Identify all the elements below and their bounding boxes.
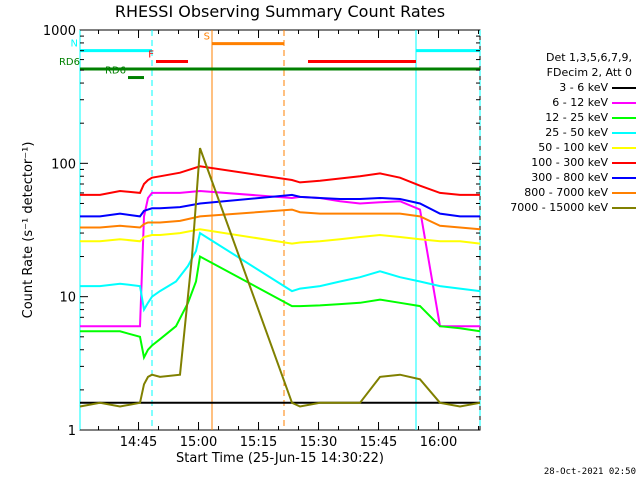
series-line-7 — [80, 208, 481, 231]
x-tick-label-2: 15:15 — [240, 435, 277, 450]
legend-entry: 6 - 12 keV — [484, 95, 638, 110]
y-axis-label: Count Rate (s⁻¹ detector⁻¹) — [21, 142, 36, 319]
legend-label: 25 - 50 keV — [545, 126, 608, 139]
flag-label-2: S — [204, 32, 210, 43]
legend: Det 1,3,5,6,7,9, FDecim 2, Att 0 3 - 6 k… — [484, 50, 638, 215]
series-line-4 — [80, 228, 481, 245]
legend-entry: 800 - 7000 keV — [484, 185, 638, 200]
legend-entry: 25 - 50 keV — [484, 125, 638, 140]
legend-entry: 3 - 6 keV — [484, 80, 638, 95]
legend-swatch — [612, 102, 636, 104]
legend-label: 12 - 25 keV — [545, 111, 608, 124]
x-tick-label-0: 14:45 — [120, 435, 157, 450]
timestamp: 28-Oct-2021 02:50 — [543, 467, 636, 477]
y-tick-label-0: 1 — [68, 424, 76, 439]
flag-label-3: RD6 — [59, 57, 80, 68]
legend-entry: 12 - 25 keV — [484, 110, 638, 125]
legend-swatch — [612, 147, 636, 149]
series-line-3 — [80, 231, 481, 313]
flag-label-1: F — [148, 50, 154, 61]
y-tick-label-2: 100 — [51, 157, 76, 172]
flag-label-0: N — [71, 39, 78, 50]
legend-swatch — [612, 162, 636, 164]
x-tick-label-3: 15:30 — [300, 435, 337, 450]
series-line-5 — [80, 165, 480, 196]
x-tick-label-1: 15:00 — [180, 435, 217, 450]
legend-swatch — [612, 192, 636, 194]
legend-label: 800 - 7000 keV — [524, 186, 608, 199]
legend-label: 6 - 12 keV — [552, 96, 608, 109]
legend-label: 300 - 800 keV — [531, 171, 608, 184]
legend-swatch — [612, 117, 636, 119]
series-line-6 — [80, 193, 480, 218]
legend-entry: 50 - 100 keV — [484, 140, 638, 155]
legend-swatch — [612, 177, 636, 179]
chart-title: RHESSI Observing Summary Count Rates — [114, 2, 446, 21]
legend-label: 100 - 300 keV — [531, 156, 608, 169]
y-tick-label-3: 1000 — [43, 24, 76, 39]
legend-swatch — [612, 207, 636, 209]
legend-label: 7000 - 15000 keV — [510, 201, 608, 214]
legend-entry: 300 - 800 keV — [484, 170, 638, 185]
legend-fdecim-line: FDecim 2, Att 0 — [546, 66, 632, 79]
legend-detector-line: Det 1,3,5,6,7,9, — [545, 51, 632, 64]
x-tick-label-4: 15:45 — [360, 435, 397, 450]
x-axis-label: Start Time (25-Jun-15 14:30:22) — [176, 451, 384, 466]
series-line-8 — [79, 147, 481, 408]
legend-entry: 100 - 300 keV — [484, 155, 638, 170]
legend-label: 3 - 6 keV — [559, 81, 608, 94]
legend-label: 50 - 100 keV — [538, 141, 608, 154]
legend-entry: 7000 - 15000 keV — [484, 200, 638, 215]
series-line-2 — [80, 254, 481, 361]
flag-label-4: RD6 — [105, 66, 126, 77]
legend-swatch — [612, 132, 636, 134]
legend-swatch — [612, 87, 636, 89]
x-tick-label-5: 16:00 — [420, 435, 457, 450]
y-tick-label-1: 10 — [59, 291, 76, 306]
